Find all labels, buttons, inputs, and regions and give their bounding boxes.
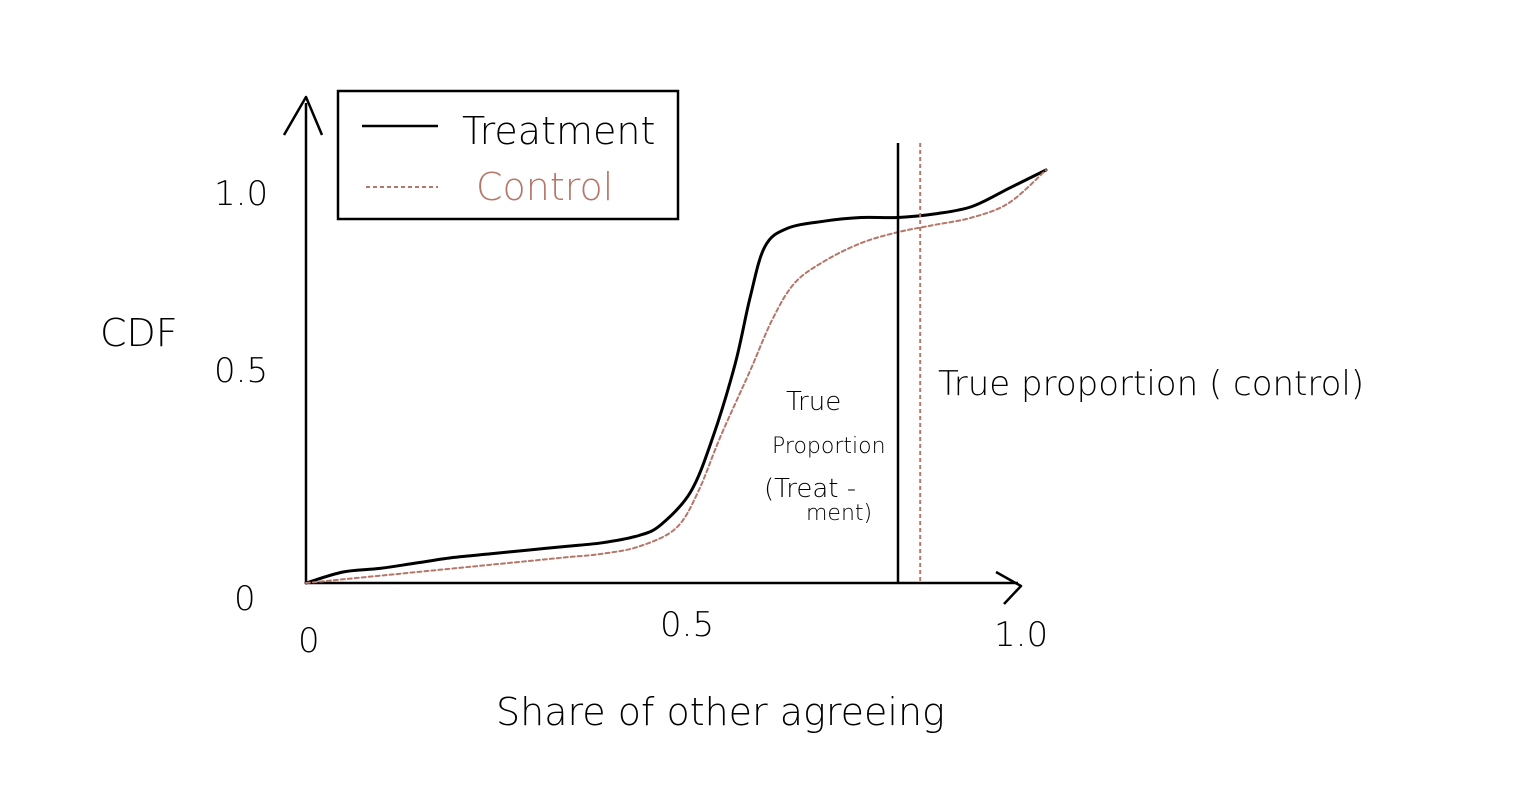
series-line-control (305, 169, 1047, 584)
annotation-treatment-line-3: (Treat - (764, 474, 856, 504)
annotation-control: True proportion ( control) (938, 364, 1364, 404)
legend-control-label: Control (476, 165, 613, 209)
tick-labels-layer: 0 0.5 1.0 0 0.5 1.0 (214, 174, 1048, 661)
x-axis-arrow (995, 570, 1023, 605)
y-tick-label: 1.0 (214, 174, 268, 214)
x-axis-title: Share of other agreeing (496, 690, 945, 734)
y-tick-label: 0 (234, 579, 256, 619)
annotation-treatment-line-1: True (786, 387, 841, 417)
annotation-treatment: True Proportion (Treat - ment) (764, 387, 886, 526)
annotation-treatment-line-4: ment) (806, 501, 872, 526)
x-tick-label: 0 (298, 621, 320, 661)
legend-box (336, 89, 680, 221)
y-axis-arrow (282, 95, 324, 136)
x-tick-label: 1.0 (994, 615, 1048, 655)
series-layer (304, 168, 1048, 585)
legend: Treatment Control (336, 89, 680, 221)
annotation-treatment-line-2: Proportion (772, 434, 886, 459)
y-tick-label: 0.5 (214, 351, 268, 391)
x-tick-label: 0.5 (660, 605, 714, 645)
series-line-treatment (304, 168, 1048, 585)
vertical-lines-layer (896, 143, 922, 583)
y-axis-title: CDF (100, 311, 178, 355)
legend-treatment-label: Treatment (462, 109, 655, 153)
